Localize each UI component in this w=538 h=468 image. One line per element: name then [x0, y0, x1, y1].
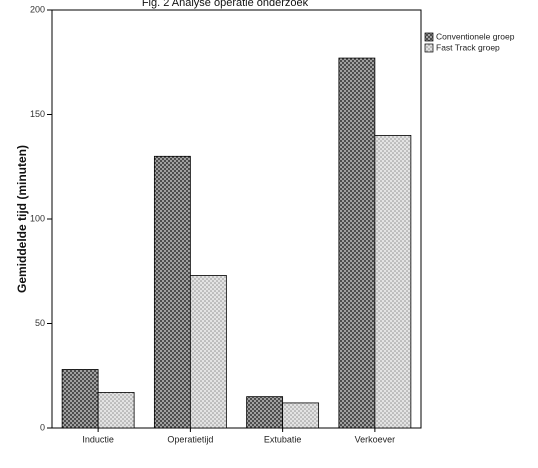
bar-conventionele-groep-verkoever	[338, 57, 376, 429]
bar-conventionele-groep-extubatie	[246, 396, 284, 429]
bars	[61, 57, 412, 429]
bar-fast-track-groep-inductie	[97, 392, 135, 429]
bar-conventionele-groep-operatietijd	[153, 155, 191, 429]
bar-conventionele-groep-inductie	[61, 369, 99, 429]
x-category-label: Extubatie	[264, 434, 302, 444]
y-tick-label: 150	[30, 109, 45, 119]
y-tick-label: 200	[30, 4, 45, 14]
y-tick-label: 100	[30, 213, 45, 223]
y-tick-label: 50	[35, 318, 45, 328]
bar-fast-track-groep-verkoever	[374, 134, 412, 429]
x-category-label: Inductie	[82, 434, 114, 444]
y-tick-label: 0	[40, 422, 45, 432]
bar-fast-track-groep-extubatie	[282, 402, 320, 429]
legend-label: Fast Track groep	[436, 42, 500, 52]
x-category-label: Verkoever	[355, 434, 396, 444]
y-axis-title: Gemiddelde tijd (minuten)	[15, 145, 29, 293]
x-category-label: Operatietijd	[167, 434, 213, 444]
x-axis: Inductie Operatietijd Extubatie Verkoever	[82, 428, 395, 444]
legend-swatch	[424, 32, 434, 42]
y-axis: 0 50 100 150 200	[30, 4, 52, 432]
chart-title: Fig. 2 Analyse operatie onderzoek	[142, 0, 309, 9]
bar-fast-track-groep-operatietijd	[189, 275, 227, 429]
legend-label: Conventionele groep	[436, 31, 515, 41]
legend-swatch	[424, 43, 434, 53]
